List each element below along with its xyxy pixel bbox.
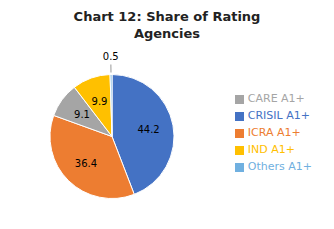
svg-text:9.1: 9.1 xyxy=(74,109,90,120)
html-text:CARE A1+: CARE A1+ xyxy=(247,92,305,105)
svg-text:36.4: 36.4 xyxy=(75,158,97,169)
html-text:IND A1+: IND A1+ xyxy=(247,143,295,156)
svg-text:44.2: 44.2 xyxy=(137,124,159,135)
html-text:CRISIL A1+: CRISIL A1+ xyxy=(247,109,310,122)
html-text:ICRA A1+: ICRA A1+ xyxy=(247,126,301,139)
html-text:Agencies: Agencies xyxy=(133,26,201,41)
svg-text:9.9: 9.9 xyxy=(92,96,108,107)
html-text:Others A1+: Others A1+ xyxy=(247,160,312,173)
html-text:Chart 12: Share of Rating: Chart 12: Share of Rating xyxy=(73,9,261,24)
svg-text:0.5: 0.5 xyxy=(103,51,119,62)
